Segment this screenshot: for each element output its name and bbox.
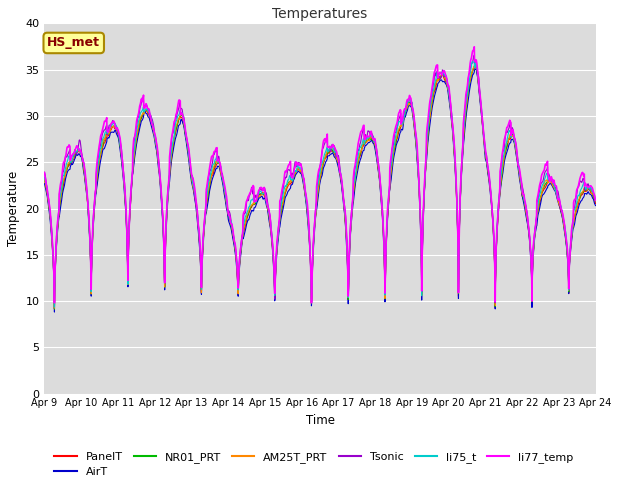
li75_t	[543, 171, 551, 177]
AirT	[348, 211, 356, 217]
PanelT	[41, 176, 49, 182]
li77_temp	[470, 44, 478, 49]
AM25T_PRT	[348, 207, 356, 213]
Tsonic	[195, 218, 202, 224]
li75_t	[41, 174, 49, 180]
AirT	[336, 173, 344, 179]
PanelT	[559, 215, 566, 221]
Legend: PanelT, AirT, NR01_PRT, AM25T_PRT, Tsonic, li75_t, li77_temp: PanelT, AirT, NR01_PRT, AM25T_PRT, Tsoni…	[50, 447, 578, 480]
AirT	[543, 185, 551, 191]
Line: Tsonic: Tsonic	[45, 55, 595, 303]
li75_t	[336, 168, 344, 174]
Line: li75_t: li75_t	[45, 62, 595, 307]
li77_temp	[543, 159, 551, 165]
PanelT	[481, 143, 488, 148]
X-axis label: Time: Time	[305, 414, 335, 427]
li75_t	[591, 196, 599, 202]
Line: NR01_PRT: NR01_PRT	[45, 65, 595, 309]
Tsonic	[481, 135, 488, 141]
NR01_PRT	[195, 223, 202, 229]
li75_t	[559, 212, 566, 217]
AM25T_PRT	[336, 171, 344, 177]
AirT	[481, 145, 488, 151]
AirT	[472, 66, 480, 72]
li75_t	[468, 59, 476, 65]
PanelT	[51, 306, 58, 312]
li77_temp	[481, 138, 488, 144]
Tsonic	[543, 166, 551, 171]
AM25T_PRT	[543, 177, 551, 183]
AirT	[195, 229, 202, 235]
AM25T_PRT	[51, 305, 58, 311]
Line: li77_temp: li77_temp	[45, 47, 595, 303]
Line: PanelT: PanelT	[45, 64, 595, 309]
AirT	[591, 203, 599, 208]
NR01_PRT	[348, 207, 356, 213]
PanelT	[336, 170, 344, 176]
PanelT	[543, 180, 551, 186]
AirT	[559, 216, 566, 222]
Tsonic	[470, 52, 478, 58]
Tsonic	[348, 205, 356, 211]
li75_t	[195, 221, 202, 227]
Tsonic	[492, 300, 499, 306]
li77_temp	[41, 170, 49, 176]
Tsonic	[41, 169, 49, 175]
NR01_PRT	[591, 199, 599, 204]
AM25T_PRT	[481, 143, 488, 149]
li75_t	[51, 304, 58, 310]
NR01_PRT	[41, 175, 49, 180]
li75_t	[481, 137, 488, 143]
Line: AM25T_PRT: AM25T_PRT	[45, 65, 595, 308]
Line: AirT: AirT	[45, 69, 595, 312]
Tsonic	[336, 164, 344, 169]
AirT	[51, 309, 58, 315]
li77_temp	[591, 198, 599, 204]
Y-axis label: Temperature: Temperature	[7, 171, 20, 246]
li77_temp	[348, 204, 356, 209]
AirT	[41, 180, 49, 186]
li77_temp	[559, 210, 566, 216]
PanelT	[591, 201, 599, 206]
AM25T_PRT	[195, 222, 202, 228]
PanelT	[472, 61, 480, 67]
NR01_PRT	[481, 142, 488, 148]
AM25T_PRT	[472, 62, 480, 68]
NR01_PRT	[336, 169, 344, 175]
NR01_PRT	[559, 214, 566, 220]
li75_t	[348, 204, 356, 210]
NR01_PRT	[51, 306, 58, 312]
PanelT	[348, 207, 356, 213]
Tsonic	[559, 212, 566, 217]
AM25T_PRT	[559, 214, 566, 220]
Tsonic	[591, 197, 599, 203]
PanelT	[195, 226, 202, 231]
NR01_PRT	[472, 62, 480, 68]
NR01_PRT	[543, 179, 551, 184]
AM25T_PRT	[41, 176, 49, 181]
li77_temp	[308, 300, 316, 306]
Title: Temperatures: Temperatures	[273, 7, 367, 21]
AM25T_PRT	[591, 198, 599, 204]
li77_temp	[336, 169, 344, 175]
Text: HS_met: HS_met	[47, 36, 100, 49]
li77_temp	[195, 221, 202, 227]
